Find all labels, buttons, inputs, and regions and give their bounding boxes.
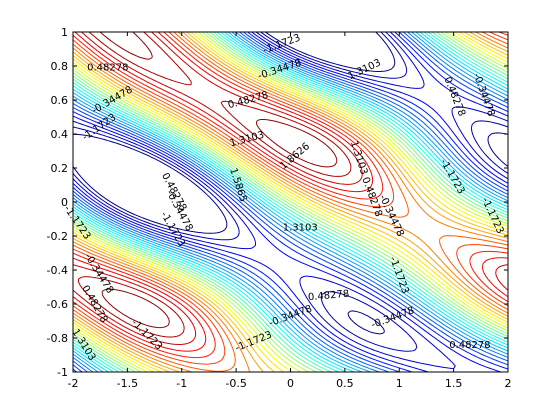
contour-level-line [73, 32, 508, 335]
y-tick-label: -0.8 [47, 332, 68, 345]
contour-level-line [73, 32, 508, 372]
contour-level-line [73, 32, 508, 365]
contour-label: 0.48278 [449, 340, 490, 351]
y-tick-label: 1 [61, 26, 68, 39]
contour-label: 1.3103 [283, 223, 318, 234]
contour-level-line [73, 32, 508, 352]
y-tick-label: -0.6 [47, 298, 68, 311]
x-tick-label: 0.5 [336, 377, 354, 390]
contour-level-line [73, 32, 508, 369]
contour-level-line [73, 32, 508, 372]
contour-level-line [73, 32, 508, 372]
y-tick-label: -1 [57, 366, 68, 379]
y-tick-label: 0 [61, 196, 68, 209]
x-tick-label: 1 [396, 377, 403, 390]
contour-label: 0.48278 [87, 63, 128, 74]
y-tick-label: 0.8 [51, 60, 69, 73]
contour-lines [73, 32, 508, 372]
x-tick-label: 0 [287, 377, 294, 390]
contour-level-line [73, 32, 508, 359]
contour-level-line [73, 32, 508, 372]
x-tick-label: -2 [68, 377, 79, 390]
contour-level-line [73, 32, 508, 372]
contour-level-line [73, 32, 508, 372]
contour-level-line [73, 32, 508, 372]
x-axis: -2 -1.5 -1 -0.5 0 0.5 1 1.5 2 [68, 32, 512, 390]
y-tick-label: 0.2 [51, 162, 69, 175]
contour-level-line [73, 32, 508, 372]
y-tick-label: 0.4 [51, 128, 69, 141]
x-tick-label: -1 [176, 377, 187, 390]
y-tick-label: -0.2 [47, 230, 68, 243]
y-tick-label: 0.6 [51, 94, 69, 107]
y-axis: -1 -0.8 -0.6 -0.4 -0.2 0 0.2 0.4 0.6 0.8 1 [47, 26, 508, 379]
contour-level-line [73, 32, 508, 372]
contour-level-line [99, 32, 338, 329]
contour-label: 0.48278 [308, 289, 350, 304]
contour-level-line [73, 32, 508, 372]
x-tick-label: 2 [505, 377, 512, 390]
contour-level-line [77, 32, 352, 338]
contour-level-line [73, 32, 508, 372]
x-tick-label: 1.5 [445, 377, 463, 390]
contour-level-line [73, 32, 508, 345]
contour-level-line [73, 32, 508, 372]
y-tick-label: -0.4 [47, 264, 68, 277]
contour-level-line [73, 32, 508, 372]
contour-level-line [73, 32, 508, 352]
x-tick-label: -0.5 [225, 377, 246, 390]
contour-level-line [73, 32, 508, 372]
contour-level-line [73, 32, 508, 372]
contour-level-line [73, 32, 508, 372]
x-tick-label: -1.5 [117, 377, 138, 390]
contour-level-line [73, 32, 508, 372]
contour-level-line [73, 32, 508, 372]
